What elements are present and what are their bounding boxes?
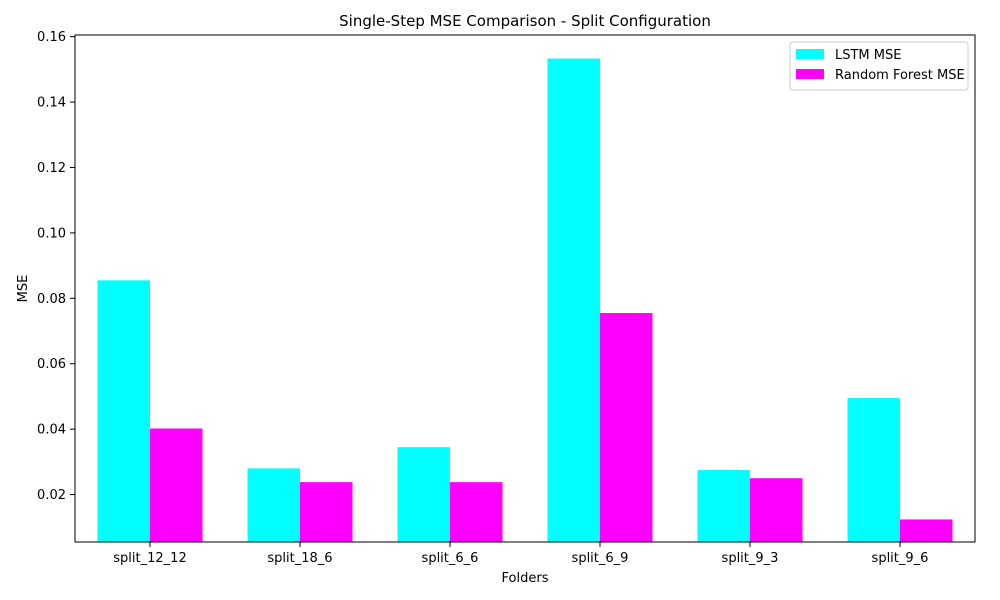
y-tick-label: 0.04 xyxy=(37,423,66,438)
legend-swatch xyxy=(796,49,824,59)
bar-random-forest-mse-split_6_9 xyxy=(600,313,653,542)
bar-random-forest-mse-split_9_3 xyxy=(750,478,803,542)
y-tick-label: 0.16 xyxy=(37,30,66,45)
x-tick-label: split_6_9 xyxy=(572,551,629,566)
legend-box xyxy=(789,41,969,91)
legend-label: Random Forest MSE xyxy=(835,68,965,83)
bar-random-forest-mse-split_18_6 xyxy=(300,482,353,542)
y-tick-label: 0.02 xyxy=(37,488,66,503)
y-tick-label: 0.10 xyxy=(37,226,66,241)
x-axis-label: Folders xyxy=(502,571,549,586)
bar-random-forest-mse-split_9_6 xyxy=(900,519,953,542)
y-axis: 0.02 0.04 0.06 0.08 0.10 0.12 0.14 0.16 xyxy=(37,30,75,503)
bars-group xyxy=(97,58,953,543)
y-tick-label: 0.12 xyxy=(37,161,66,176)
bar-lstm-mse-split_12_12 xyxy=(97,280,150,542)
bar-lstm-mse-split_6_6 xyxy=(397,447,450,542)
bar-lstm-mse-split_9_6 xyxy=(847,398,900,542)
bar-random-forest-mse-split_12_12 xyxy=(150,428,203,542)
legend-swatch xyxy=(796,69,824,79)
chart-title: Single-Step MSE Comparison - Split Confi… xyxy=(339,12,711,30)
x-axis: split_12_12 split_18_6 split_6_6 split_6_9 s… xyxy=(113,542,928,566)
bar-random-forest-mse-split_6_6 xyxy=(450,482,503,542)
bar-lstm-mse-split_9_3 xyxy=(697,470,750,542)
y-tick-label: 0.14 xyxy=(37,96,66,111)
bar-lstm-mse-split_6_9 xyxy=(547,58,600,543)
x-tick-label: split_9_6 xyxy=(872,551,929,566)
bar-lstm-mse-split_18_6 xyxy=(247,468,300,542)
x-tick-label: split_12_12 xyxy=(113,551,186,566)
y-tick-label: 0.06 xyxy=(37,357,66,372)
legend-label: LSTM MSE xyxy=(835,48,901,63)
y-axis-label: MSE xyxy=(16,275,31,303)
legend: LSTM MSE Random Forest MSE xyxy=(789,41,969,91)
y-tick-label: 0.08 xyxy=(37,292,66,307)
x-tick-label: split_6_6 xyxy=(422,551,479,566)
x-tick-label: split_18_6 xyxy=(267,551,332,566)
plot-frame xyxy=(74,34,976,543)
x-tick-label: split_9_3 xyxy=(722,551,779,566)
